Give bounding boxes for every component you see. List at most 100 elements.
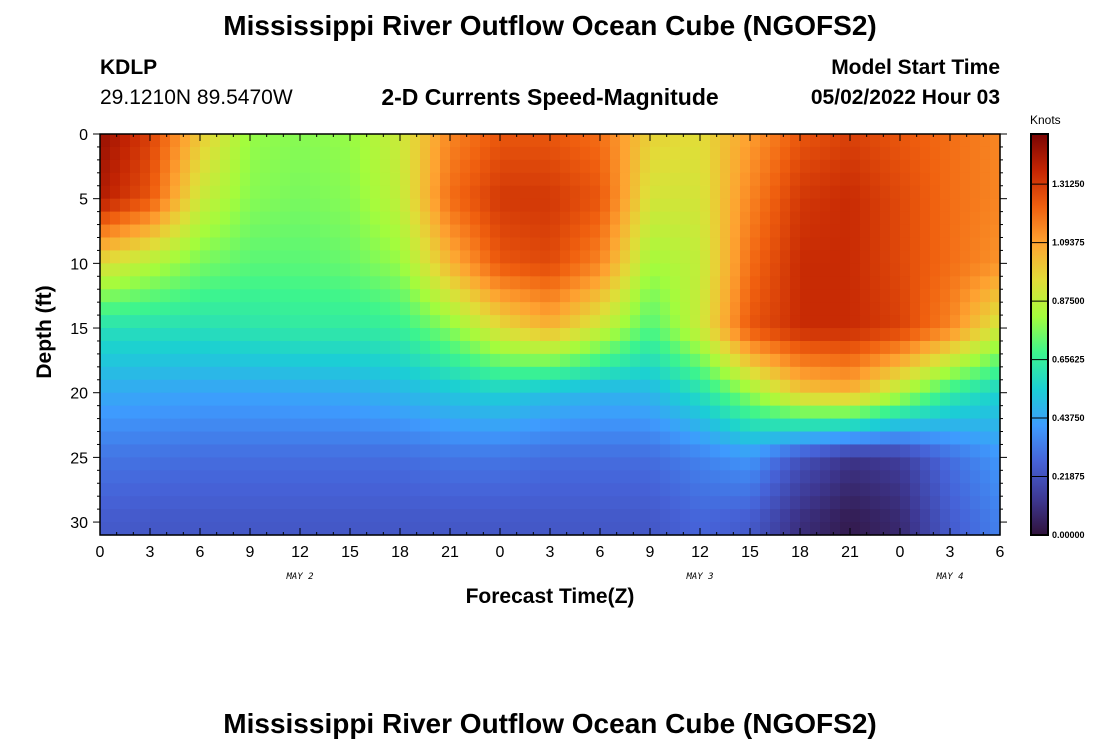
- heatmap-cell: [640, 315, 651, 329]
- heatmap-cell: [900, 302, 911, 316]
- heatmap-cell: [720, 315, 731, 329]
- heatmap-cell: [920, 457, 931, 471]
- heatmap-cell: [890, 315, 901, 329]
- heatmap-cell: [400, 496, 411, 510]
- heatmap-cell: [390, 444, 401, 458]
- heatmap-cell: [540, 405, 551, 420]
- heatmap-cell: [630, 392, 641, 407]
- heatmap-cell: [450, 237, 461, 252]
- heatmap-cell: [130, 302, 141, 316]
- heatmap-cell: [560, 431, 571, 446]
- heatmap-cell: [660, 237, 671, 252]
- heatmap-cell: [890, 470, 901, 484]
- heatmap-cell: [870, 522, 881, 536]
- heatmap-cell: [410, 522, 421, 536]
- heatmap-cell: [540, 444, 551, 458]
- heatmap-cell: [240, 237, 251, 252]
- heatmap-cell: [250, 315, 261, 329]
- heatmap-cell: [910, 509, 921, 523]
- heatmap-cell: [410, 470, 421, 484]
- heatmap-cell: [480, 405, 491, 420]
- heatmap-cell: [460, 276, 471, 290]
- heatmap-cell: [200, 340, 211, 355]
- heatmap-cell: [480, 185, 491, 200]
- heatmap-cell: [730, 328, 741, 342]
- heatmap-cell: [620, 146, 631, 161]
- heatmap-cell: [330, 366, 341, 381]
- heatmap-cell: [250, 224, 261, 239]
- heatmap-cell: [430, 134, 441, 148]
- heatmap-cell: [220, 366, 231, 381]
- heatmap-cell: [850, 379, 861, 394]
- heatmap-cell: [890, 276, 901, 290]
- heatmap-cell: [180, 353, 191, 368]
- heatmap-cell: [560, 470, 571, 484]
- heatmap-cell: [280, 509, 291, 523]
- heatmap-cell: [750, 315, 761, 329]
- heatmap-cell: [590, 496, 601, 510]
- heatmap-cell: [830, 353, 841, 368]
- heatmap-cell: [300, 185, 311, 200]
- heatmap-cell: [380, 522, 391, 536]
- heatmap-cell: [990, 289, 1001, 303]
- heatmap-cell: [730, 134, 741, 148]
- heatmap-cell: [630, 470, 641, 484]
- heatmap-cell: [520, 276, 531, 290]
- heatmap-cell: [270, 483, 281, 497]
- heatmap-cell: [850, 392, 861, 407]
- heatmap-cell: [320, 211, 331, 226]
- heatmap-cell: [350, 289, 361, 303]
- heatmap-cell: [970, 250, 981, 264]
- heatmap-cell: [350, 172, 361, 187]
- heatmap-cell: [140, 418, 151, 433]
- heatmap-cell: [670, 431, 681, 446]
- heatmap-cell: [800, 496, 811, 510]
- heatmap-cell: [380, 237, 391, 252]
- heatmap-cell: [520, 392, 531, 407]
- heatmap-cell: [490, 522, 501, 536]
- heatmap-cell: [720, 379, 731, 394]
- heatmap-cell: [280, 444, 291, 458]
- heatmap-cell: [170, 198, 181, 213]
- heatmap-cell: [900, 224, 911, 239]
- heatmap-cell: [180, 496, 191, 510]
- heatmap-cell: [610, 340, 621, 355]
- heatmap-cell: [730, 211, 741, 226]
- heatmap-cell: [850, 405, 861, 420]
- heatmap-cell: [990, 509, 1001, 523]
- heatmap-cell: [530, 470, 541, 484]
- heatmap-cell: [100, 289, 111, 303]
- heatmap-cell: [840, 185, 851, 200]
- heatmap-cell: [510, 159, 521, 174]
- heatmap-cell: [320, 431, 331, 446]
- heatmap-cell: [100, 366, 111, 381]
- heatmap-cell: [720, 302, 731, 316]
- heatmap-cell: [470, 289, 481, 303]
- heatmap-cell: [400, 457, 411, 471]
- heatmap-cell: [950, 522, 961, 536]
- heatmap-cell: [180, 172, 191, 187]
- heatmap-cell: [990, 159, 1001, 174]
- heatmap-cell: [100, 211, 111, 226]
- heatmap-cell: [260, 340, 271, 355]
- heatmap-cell: [570, 483, 581, 497]
- heatmap-cell: [340, 134, 351, 148]
- heatmap-cell: [300, 353, 311, 368]
- heatmap-cell: [830, 276, 841, 290]
- heatmap-cell: [920, 276, 931, 290]
- heatmap-cell: [290, 211, 301, 226]
- heatmap-cell: [750, 263, 761, 277]
- heatmap-cell: [730, 366, 741, 381]
- heatmap-cell: [220, 328, 231, 342]
- heatmap-cell: [570, 224, 581, 239]
- heatmap-cell: [450, 392, 461, 407]
- heatmap-cell: [350, 522, 361, 536]
- heatmap-cell: [370, 276, 381, 290]
- heatmap-cell: [890, 444, 901, 458]
- heatmap-cell: [390, 496, 401, 510]
- heatmap-cell: [930, 185, 941, 200]
- heatmap-cell: [970, 340, 981, 355]
- heatmap-cell: [170, 159, 181, 174]
- heatmap-cell: [300, 457, 311, 471]
- heatmap-cell: [200, 224, 211, 239]
